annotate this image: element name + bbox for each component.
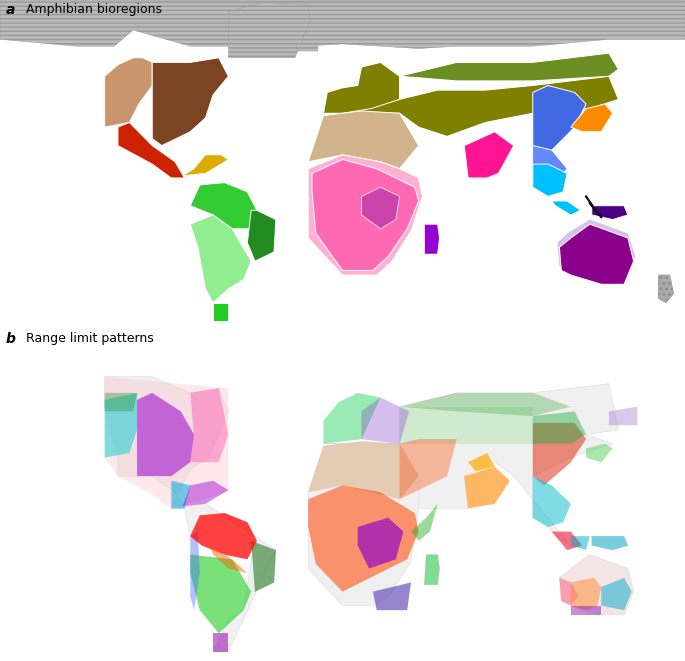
Text: Amphibian bioregions: Amphibian bioregions — [26, 3, 162, 17]
Polygon shape — [228, 2, 310, 58]
Polygon shape — [358, 518, 403, 568]
Polygon shape — [558, 219, 636, 280]
Polygon shape — [297, 44, 318, 51]
Polygon shape — [105, 393, 137, 457]
Polygon shape — [658, 275, 673, 303]
Polygon shape — [424, 555, 440, 585]
Polygon shape — [171, 481, 190, 508]
Polygon shape — [308, 155, 423, 275]
Polygon shape — [105, 377, 228, 508]
Polygon shape — [312, 159, 419, 270]
Polygon shape — [411, 504, 438, 541]
Polygon shape — [105, 393, 137, 411]
Polygon shape — [323, 393, 381, 444]
Polygon shape — [533, 423, 586, 485]
Polygon shape — [308, 442, 419, 499]
Polygon shape — [560, 224, 634, 284]
Polygon shape — [0, 0, 685, 48]
Polygon shape — [533, 145, 567, 178]
Polygon shape — [571, 578, 601, 610]
Polygon shape — [323, 383, 619, 545]
Polygon shape — [560, 555, 634, 615]
Polygon shape — [118, 122, 184, 178]
Polygon shape — [362, 397, 409, 444]
Polygon shape — [424, 555, 440, 585]
Polygon shape — [183, 481, 228, 506]
Polygon shape — [213, 303, 228, 321]
Polygon shape — [592, 206, 628, 219]
Polygon shape — [105, 58, 152, 127]
Polygon shape — [308, 442, 419, 605]
Polygon shape — [190, 555, 251, 633]
Text: a: a — [5, 3, 15, 17]
Polygon shape — [571, 536, 590, 550]
Polygon shape — [586, 444, 612, 462]
Polygon shape — [399, 407, 533, 444]
Polygon shape — [399, 53, 619, 81]
Polygon shape — [592, 536, 628, 550]
Polygon shape — [373, 582, 411, 610]
Polygon shape — [190, 182, 257, 229]
Polygon shape — [592, 536, 628, 550]
Polygon shape — [424, 224, 440, 254]
Polygon shape — [213, 633, 228, 652]
Polygon shape — [560, 555, 634, 615]
Polygon shape — [571, 605, 601, 615]
Polygon shape — [552, 531, 582, 550]
Polygon shape — [533, 411, 586, 444]
Polygon shape — [308, 485, 419, 592]
Text: Range limit patterns: Range limit patterns — [26, 332, 153, 345]
Text: b: b — [5, 332, 15, 346]
Polygon shape — [190, 513, 257, 559]
Polygon shape — [190, 531, 200, 610]
Polygon shape — [609, 407, 638, 425]
Polygon shape — [183, 504, 276, 652]
Polygon shape — [323, 62, 399, 113]
Polygon shape — [533, 85, 586, 150]
Polygon shape — [152, 58, 228, 145]
Polygon shape — [533, 476, 571, 527]
Polygon shape — [552, 201, 580, 215]
Polygon shape — [560, 578, 578, 605]
Polygon shape — [183, 155, 228, 176]
Polygon shape — [362, 187, 399, 229]
Polygon shape — [190, 215, 251, 303]
Polygon shape — [190, 388, 228, 462]
Polygon shape — [464, 467, 510, 508]
Polygon shape — [601, 578, 632, 610]
Polygon shape — [251, 541, 276, 592]
Polygon shape — [210, 545, 247, 573]
Polygon shape — [323, 76, 619, 136]
Polygon shape — [468, 453, 495, 471]
Polygon shape — [105, 377, 228, 508]
Polygon shape — [464, 132, 514, 178]
Polygon shape — [247, 210, 276, 261]
Polygon shape — [137, 393, 194, 476]
Polygon shape — [533, 164, 567, 196]
Polygon shape — [399, 393, 571, 416]
Polygon shape — [571, 104, 612, 132]
Polygon shape — [308, 111, 419, 169]
Polygon shape — [399, 439, 457, 499]
